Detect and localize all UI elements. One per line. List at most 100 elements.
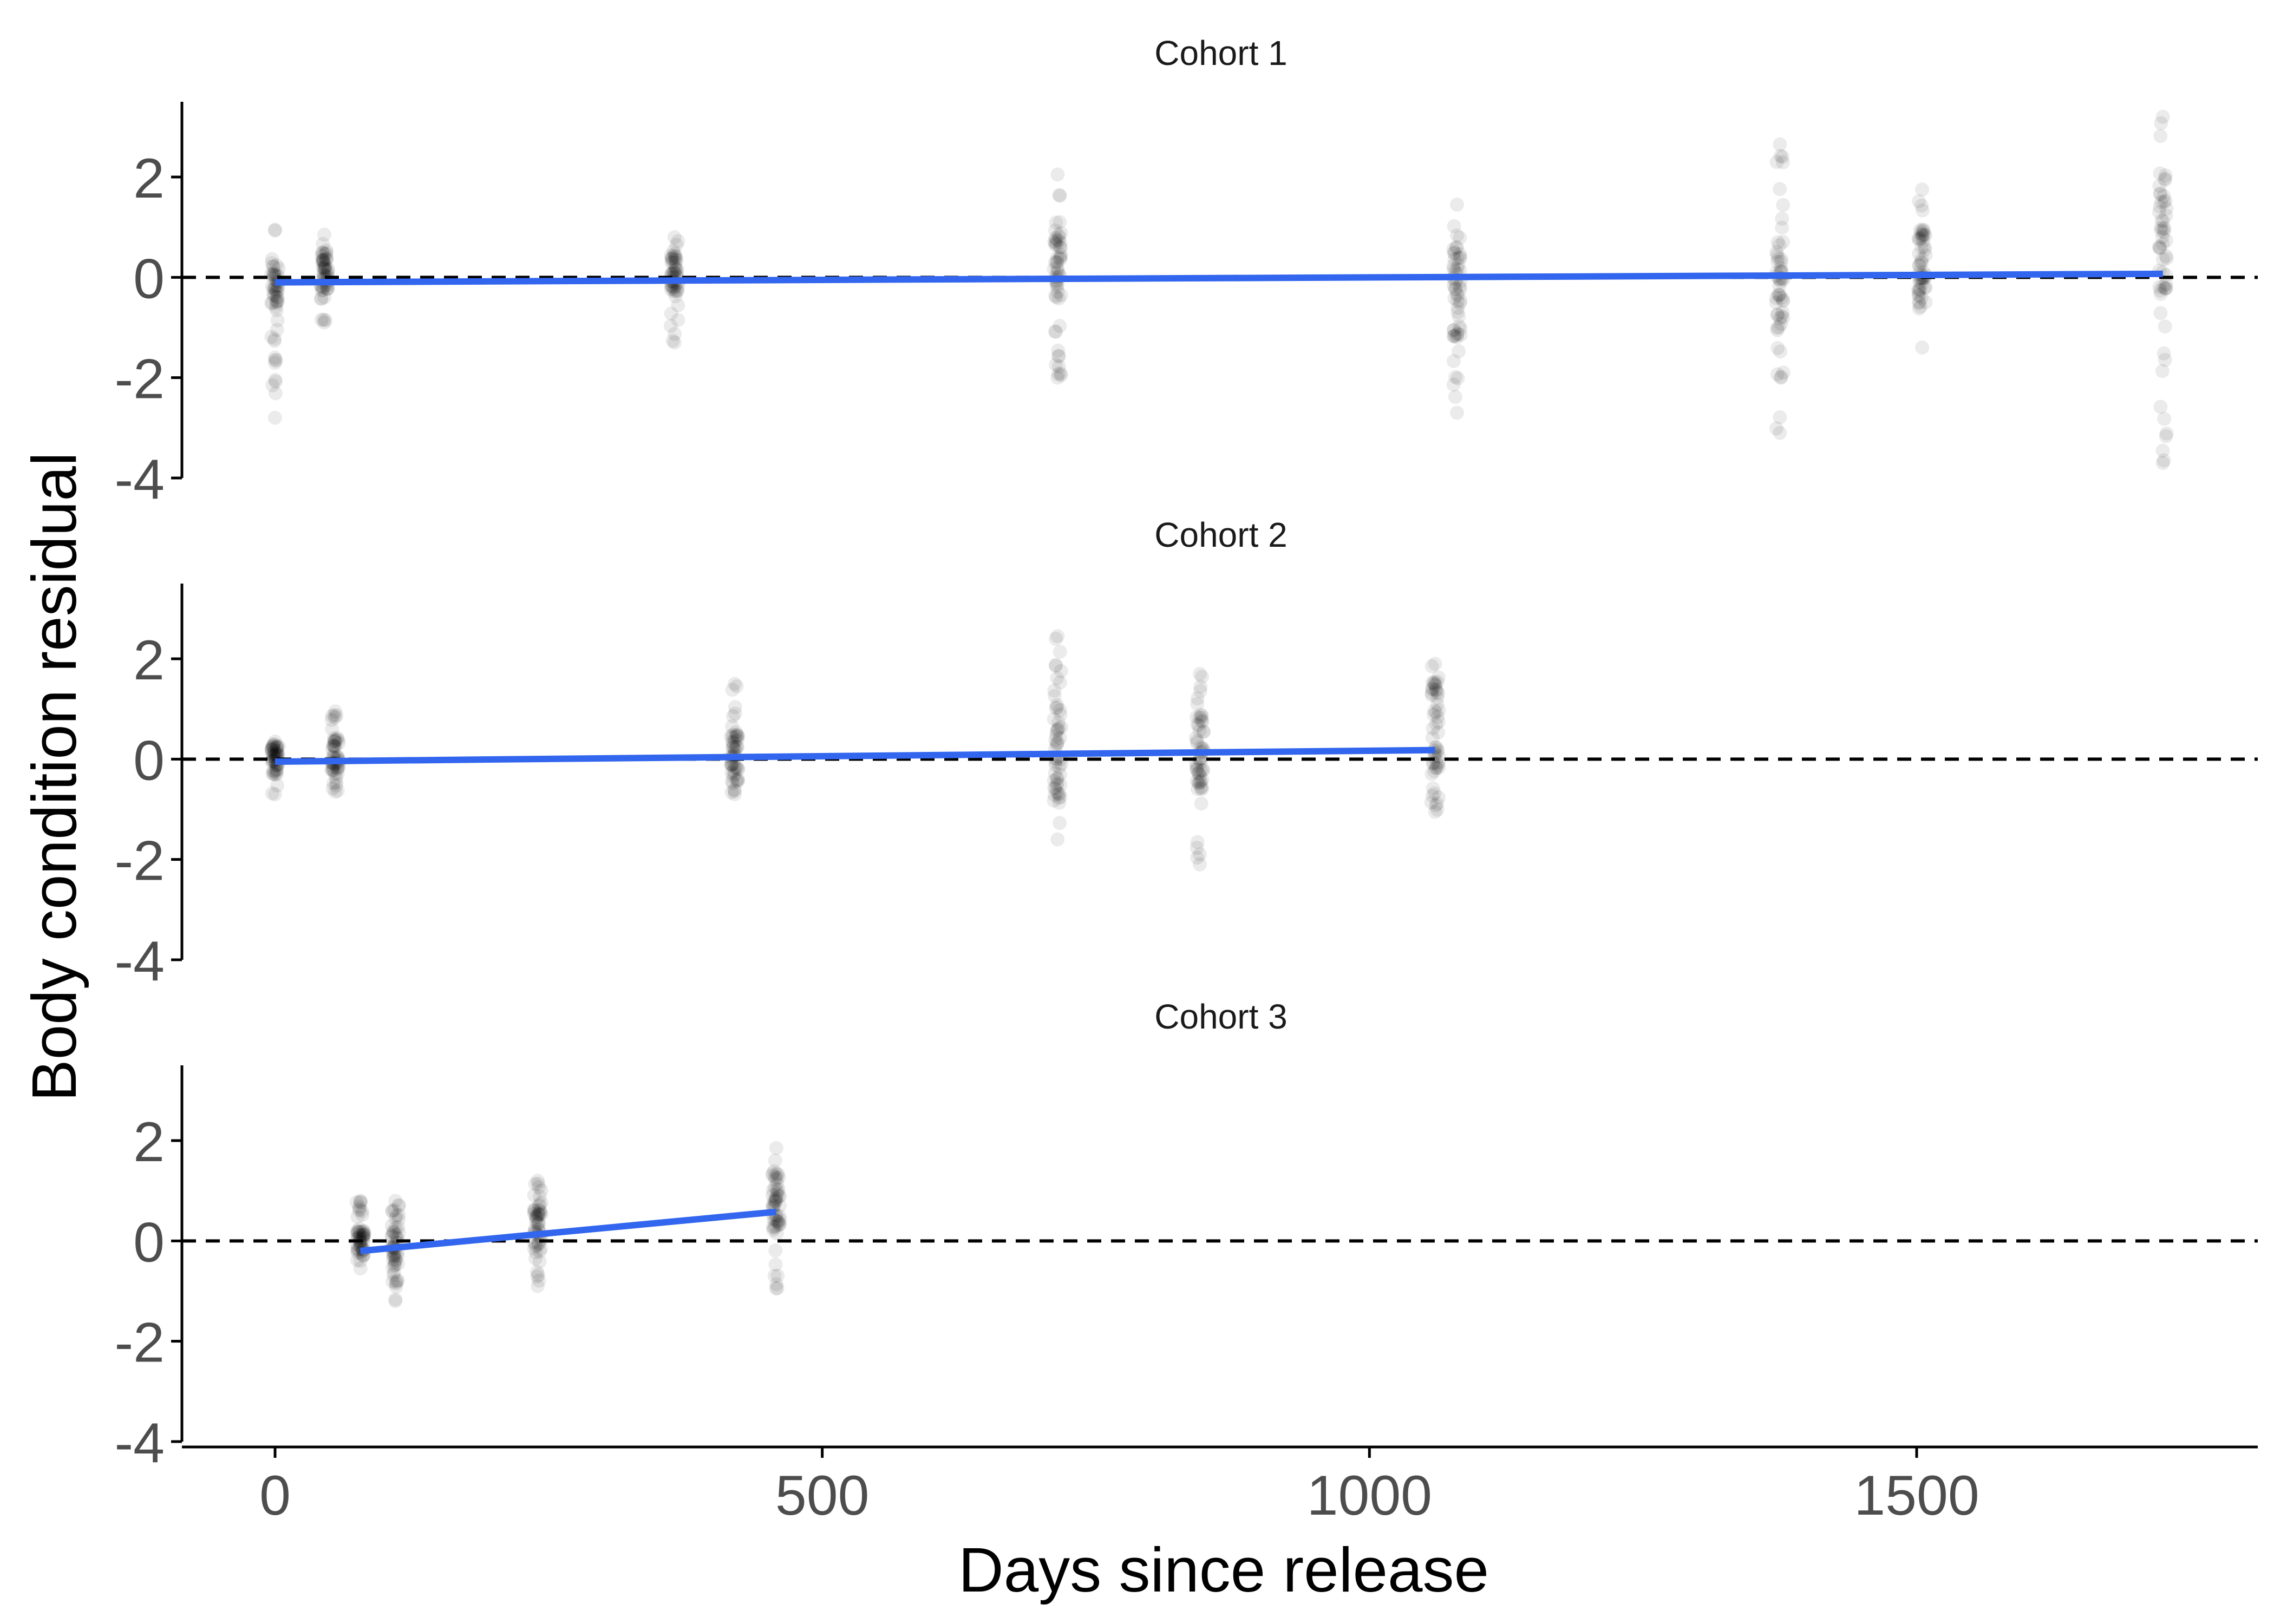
data-point (1048, 255, 1062, 270)
data-point (767, 1221, 781, 1235)
data-point (1050, 254, 1064, 269)
x-tick-label: 500 (775, 1464, 870, 1527)
data-point (325, 709, 339, 723)
data-point (1915, 182, 1930, 197)
data-point (1451, 258, 1466, 272)
data-point (531, 1209, 545, 1224)
data-point (1772, 279, 1787, 293)
data-point (1049, 233, 1064, 247)
data-point (1774, 254, 1788, 269)
data-point (2158, 168, 2173, 182)
data-point (1776, 310, 1791, 325)
data-point (765, 1166, 780, 1181)
data-point (728, 706, 742, 721)
data-point (531, 1202, 546, 1217)
data-point (668, 251, 683, 265)
data-point (316, 312, 331, 327)
data-point (317, 253, 331, 267)
data-point (730, 772, 744, 787)
data-point (1450, 197, 1465, 212)
data-point (667, 249, 682, 264)
data-point (350, 1253, 364, 1267)
data-point (1774, 309, 1789, 323)
data-point (1427, 676, 1441, 691)
data-point (356, 1223, 371, 1238)
data-point (766, 1212, 781, 1227)
data-point (1428, 804, 1442, 819)
data-point (1769, 245, 1784, 259)
data-point (1913, 222, 1927, 237)
data-point (667, 335, 682, 350)
data-point (668, 289, 683, 304)
data-point (1424, 767, 1439, 781)
data-point (1050, 370, 1065, 385)
data-point (767, 1198, 782, 1213)
data-point (769, 1167, 784, 1181)
data-point (668, 249, 683, 264)
data-point (391, 1208, 406, 1222)
data-point (729, 679, 744, 693)
data-point (2159, 201, 2174, 216)
data-point (319, 251, 334, 265)
data-point (266, 764, 280, 778)
data-point (1427, 764, 1441, 778)
data-point (1191, 718, 1206, 732)
data-point (267, 768, 282, 782)
data-point (1424, 686, 1439, 700)
data-point (773, 1213, 787, 1227)
data-point (1775, 211, 1789, 226)
data-point (532, 1207, 546, 1222)
data-point (352, 1224, 367, 1239)
data-point (727, 761, 742, 775)
data-point (1191, 766, 1206, 781)
data-point (1050, 260, 1064, 275)
panel-label: Cohort 1 (1154, 34, 1287, 73)
data-point (387, 1265, 401, 1280)
data-point (1450, 371, 1465, 385)
data-point (1425, 730, 1440, 745)
data-point (2158, 319, 2172, 334)
data-point (266, 286, 280, 301)
data-point (2152, 241, 2167, 256)
data-point (1047, 683, 1062, 698)
data-point (264, 296, 279, 310)
data-point (769, 1191, 783, 1206)
data-point (1448, 328, 1462, 343)
data-point (328, 767, 342, 781)
data-point (1770, 307, 1785, 322)
data-point (2155, 252, 2170, 267)
data-point (1053, 366, 1068, 381)
data-point (317, 290, 332, 305)
y-tick-label: -4 (115, 448, 165, 511)
data-point (265, 252, 279, 266)
data-point (270, 743, 284, 758)
y-tick-label: 0 (133, 729, 165, 792)
data-point (317, 246, 331, 261)
data-point (2154, 116, 2168, 130)
data-point (1453, 296, 1467, 310)
data-point (1918, 295, 1933, 310)
data-point (328, 733, 342, 748)
data-point (769, 1182, 784, 1197)
data-point (1913, 254, 1928, 269)
data-point (326, 731, 341, 745)
data-point (530, 1265, 545, 1279)
data-point (1447, 252, 1462, 267)
data-point (730, 740, 744, 755)
data-point (730, 728, 744, 743)
data-point (1452, 279, 1467, 294)
data-point (531, 1206, 545, 1221)
data-point (265, 378, 280, 392)
data-point (769, 1194, 783, 1208)
data-point (385, 1224, 400, 1239)
data-point (1428, 657, 1442, 671)
data-point (388, 1212, 403, 1226)
data-point (389, 1208, 404, 1222)
data-point (770, 1167, 785, 1182)
data-point (531, 1207, 545, 1222)
data-point (2154, 224, 2168, 238)
data-point (349, 1195, 364, 1209)
data-point (770, 1177, 785, 1191)
data-point (534, 1196, 549, 1210)
data-point (266, 289, 281, 303)
